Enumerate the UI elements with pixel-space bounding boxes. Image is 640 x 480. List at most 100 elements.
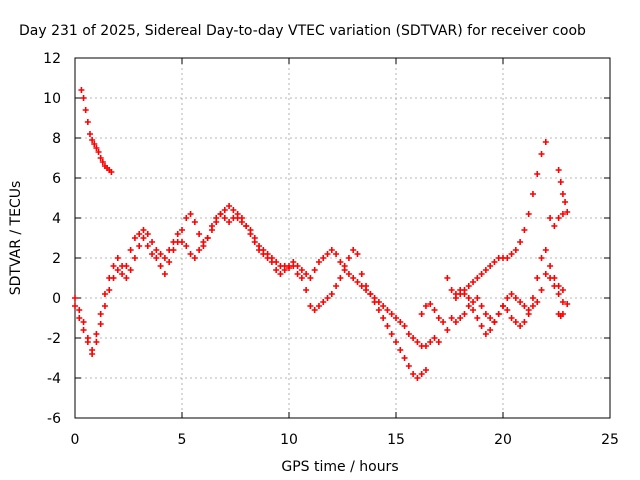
y-tick-label: -4 (47, 371, 61, 387)
data-point (448, 315, 455, 321)
data-point (97, 321, 104, 327)
data-point (555, 215, 562, 221)
data-point (264, 255, 271, 261)
data-point (127, 267, 134, 273)
data-point (534, 299, 541, 305)
x-tick-label: 25 (601, 432, 619, 448)
data-point (191, 219, 198, 225)
data-point (448, 287, 455, 293)
data-point (294, 271, 301, 277)
data-point (380, 315, 387, 321)
data-point (487, 315, 494, 321)
data-point (465, 295, 472, 301)
data-point (397, 347, 404, 353)
data-point (187, 251, 194, 257)
data-point (161, 255, 168, 261)
data-point (418, 311, 425, 317)
data-point (140, 227, 147, 233)
data-point (298, 275, 305, 281)
data-point (119, 271, 126, 277)
data-point (89, 137, 96, 143)
data-point (123, 275, 130, 281)
data-point (422, 343, 429, 349)
data-point (298, 267, 305, 273)
data-point (559, 287, 566, 293)
data-point (517, 299, 524, 305)
data-point (153, 255, 160, 261)
data-point (350, 275, 357, 281)
data-point (401, 355, 408, 361)
data-point (457, 287, 464, 293)
data-point (256, 247, 263, 253)
data-point (93, 339, 100, 345)
data-point (557, 179, 564, 185)
data-point (414, 339, 421, 345)
data-point (320, 299, 327, 305)
data-point (482, 311, 489, 317)
series-segment-3 (72, 211, 442, 353)
data-point (457, 315, 464, 321)
data-point (371, 295, 378, 301)
data-point (286, 263, 292, 269)
data-point (84, 339, 91, 345)
x-tick-label: 10 (280, 432, 298, 448)
data-point (542, 139, 549, 145)
grid (75, 58, 610, 418)
data-point (328, 291, 335, 297)
data-point (93, 145, 100, 151)
series-segment-1 (78, 87, 115, 175)
data-point (547, 263, 554, 269)
data-point (491, 319, 498, 325)
data-point (470, 299, 477, 305)
data-point (474, 295, 481, 301)
data-point (311, 267, 318, 273)
series-segment-6 (452, 271, 571, 325)
y-tick-label: 6 (52, 171, 61, 187)
data-point (547, 275, 554, 281)
data-point (91, 141, 98, 147)
data-point (427, 339, 434, 345)
data-point (101, 303, 108, 309)
data-point (559, 311, 566, 317)
data-point (247, 231, 254, 237)
data-point (337, 259, 344, 265)
data-point (157, 263, 164, 269)
data-point (166, 247, 173, 253)
data-point (384, 307, 391, 313)
data-point (482, 331, 489, 337)
data-point (354, 279, 361, 285)
data-point (444, 327, 451, 333)
data-point (564, 301, 571, 307)
data-point (452, 291, 459, 297)
data-point (311, 307, 318, 313)
data-point (93, 331, 100, 337)
data-point (559, 191, 566, 197)
data-point (551, 283, 558, 289)
data-point (367, 291, 374, 297)
data-point (474, 275, 481, 281)
data-point (208, 223, 215, 229)
data-point (144, 243, 151, 249)
data-point (174, 231, 181, 237)
data-point (101, 291, 108, 297)
data-point (114, 255, 121, 261)
data-point (529, 303, 536, 309)
data-point (179, 227, 185, 233)
data-point (324, 295, 331, 301)
y-tick-label: 10 (43, 91, 61, 107)
data-point (281, 267, 288, 273)
x-tick-label: 20 (494, 432, 512, 448)
data-point (95, 149, 102, 155)
data-point (435, 315, 442, 321)
data-point (80, 327, 87, 333)
data-point (76, 315, 83, 321)
x-axis-label: GPS time / hours (281, 459, 398, 475)
data-point (238, 215, 245, 221)
data-point (204, 235, 211, 241)
data-point (405, 363, 412, 369)
data-point (82, 107, 89, 113)
y-tick-label: 0 (52, 291, 61, 307)
data-point (384, 323, 391, 329)
